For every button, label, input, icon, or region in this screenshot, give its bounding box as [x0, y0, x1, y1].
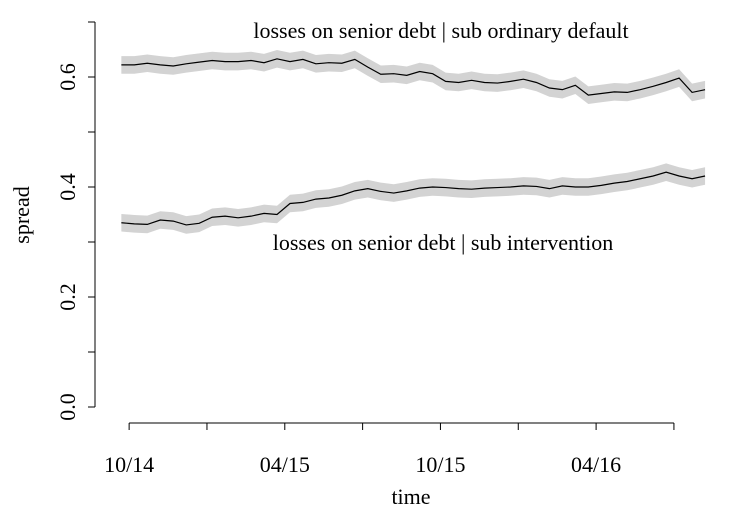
- y-tick-label: 0.2: [55, 283, 80, 311]
- x-tick-label: 04/16: [571, 452, 621, 477]
- confidence-band: [121, 50, 706, 104]
- y-tick-label: 0.6: [55, 63, 80, 91]
- x-tick-label: 10/15: [415, 452, 465, 477]
- y-tick-label: 0.0: [55, 393, 80, 421]
- x-tick-label: 04/15: [260, 452, 310, 477]
- y-tick-label: 0.4: [55, 173, 80, 201]
- x-tick-label: 10/14: [104, 452, 154, 477]
- confidence-band: [121, 163, 706, 234]
- y-axis-title: spread: [9, 186, 34, 243]
- x-axis-title: time: [391, 484, 430, 509]
- series-line: [121, 171, 706, 226]
- series-line: [121, 58, 706, 96]
- series-label: losses on senior debt | sub ordinary def…: [253, 18, 628, 43]
- series-label: losses on senior debt | sub intervention: [273, 230, 613, 255]
